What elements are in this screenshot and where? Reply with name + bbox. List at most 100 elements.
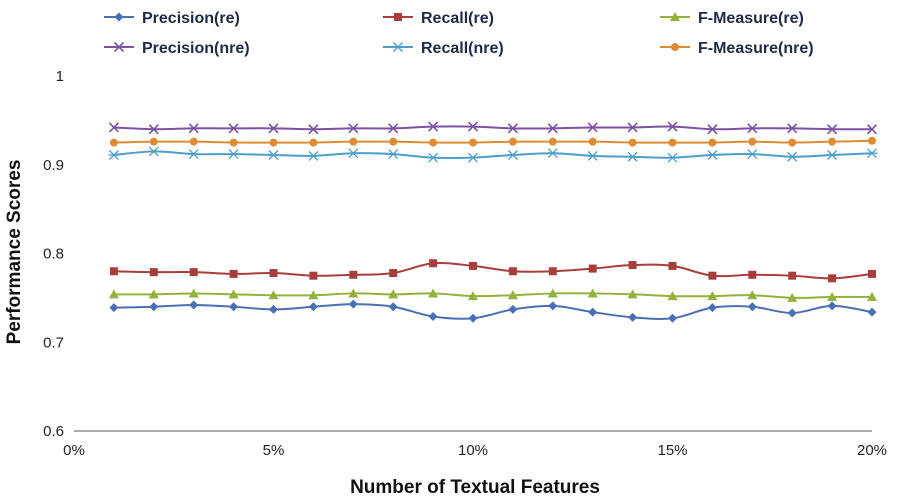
data-point xyxy=(827,291,838,301)
legend-label: Recall(re) xyxy=(421,10,494,27)
data-point xyxy=(148,124,159,135)
data-point xyxy=(148,146,160,157)
data-point xyxy=(308,302,318,312)
data-point xyxy=(667,121,678,132)
data-point xyxy=(307,150,319,161)
legend-item-precision-re: Precision(re) xyxy=(104,10,240,27)
data-point xyxy=(628,261,637,270)
data-point xyxy=(587,150,599,161)
data-point xyxy=(268,290,279,300)
data-point xyxy=(188,288,199,298)
data-point xyxy=(508,137,517,146)
data-point xyxy=(467,152,479,163)
legend-label: F-Measure(re) xyxy=(698,10,804,27)
x-axis-ticks: 0% 5% 10% 15% 20% xyxy=(63,442,887,459)
series-line xyxy=(113,139,873,144)
data-point xyxy=(507,150,519,160)
data-point xyxy=(149,268,158,277)
data-point xyxy=(428,288,439,298)
legend-item-f-measure-re: F-Measure(re) xyxy=(660,10,804,27)
data-point xyxy=(866,148,878,159)
data-point xyxy=(308,290,319,300)
y-tick-label: 0.7 xyxy=(43,334,64,351)
data-point xyxy=(149,302,159,312)
data-point xyxy=(109,267,118,276)
y-axis-title: Performance Scores xyxy=(4,160,25,345)
data-point xyxy=(468,291,478,301)
data-point xyxy=(788,271,797,280)
series-recall-re xyxy=(109,259,876,283)
data-point xyxy=(788,138,797,147)
data-point xyxy=(547,288,558,298)
data-point xyxy=(268,123,279,134)
y-tick-label: 0.8 xyxy=(43,246,64,263)
data-point xyxy=(868,269,876,278)
data-point xyxy=(469,261,477,270)
data-point xyxy=(347,148,359,159)
y-axis-ticks: 0.6 0.7 0.8 0.9 1 xyxy=(43,68,64,440)
x-axis-title: Number of Textual Features xyxy=(350,477,600,498)
data-point xyxy=(628,138,637,147)
data-point xyxy=(627,289,638,299)
legend-marker xyxy=(392,42,404,52)
x-tick-label: 5% xyxy=(263,442,285,459)
series-precision-nre xyxy=(108,121,878,135)
data-point xyxy=(467,121,479,132)
series-line xyxy=(113,150,873,160)
legend: Precision(re) Recall(re) F-Measure(re) Prec… xyxy=(104,10,814,57)
x-tick-label: 20% xyxy=(857,442,887,459)
data-point xyxy=(826,150,838,160)
legend-marker xyxy=(670,12,680,21)
data-point xyxy=(389,269,398,278)
data-point xyxy=(109,303,119,313)
data-point xyxy=(389,137,398,146)
data-point xyxy=(148,289,159,299)
data-point xyxy=(547,148,559,159)
data-point xyxy=(707,303,717,313)
legend-marker xyxy=(671,43,679,51)
series-line xyxy=(113,125,873,131)
series-line xyxy=(113,303,873,320)
data-point xyxy=(667,152,678,163)
x-tick-label: 0% xyxy=(63,442,85,459)
data-point xyxy=(228,149,240,160)
data-point xyxy=(427,152,439,163)
data-point xyxy=(708,138,717,147)
data-point xyxy=(548,137,557,146)
legend-item-recall-nre: Recall(nre) xyxy=(383,40,504,57)
data-point xyxy=(269,138,278,147)
data-point xyxy=(388,289,399,299)
data-point xyxy=(428,312,438,322)
data-point xyxy=(228,289,239,299)
data-point xyxy=(587,288,598,298)
legend-label: Precision(nre) xyxy=(142,40,250,57)
data-point xyxy=(109,138,118,147)
x-tick-label: 10% xyxy=(458,442,488,459)
data-point xyxy=(468,313,478,323)
data-point xyxy=(707,124,718,135)
data-point xyxy=(388,302,398,312)
data-point xyxy=(548,267,557,276)
data-point xyxy=(507,123,518,134)
x-tick-label: 15% xyxy=(657,442,687,459)
data-point xyxy=(708,271,717,280)
data-point xyxy=(787,292,798,302)
series-line xyxy=(113,292,873,299)
data-point xyxy=(867,291,877,301)
data-point xyxy=(149,137,158,146)
data-point xyxy=(786,151,798,162)
legend-label: Precision(re) xyxy=(142,10,240,27)
data-point xyxy=(627,151,639,162)
data-point xyxy=(508,267,517,276)
legend-marker xyxy=(114,12,124,22)
data-point xyxy=(508,304,518,314)
data-point xyxy=(827,124,838,135)
legend-label: Recall(nre) xyxy=(421,40,504,57)
data-point xyxy=(388,123,399,134)
data-point xyxy=(548,301,558,311)
data-point xyxy=(349,270,358,279)
data-point xyxy=(828,274,837,283)
data-point xyxy=(469,138,477,147)
data-point xyxy=(269,269,278,278)
